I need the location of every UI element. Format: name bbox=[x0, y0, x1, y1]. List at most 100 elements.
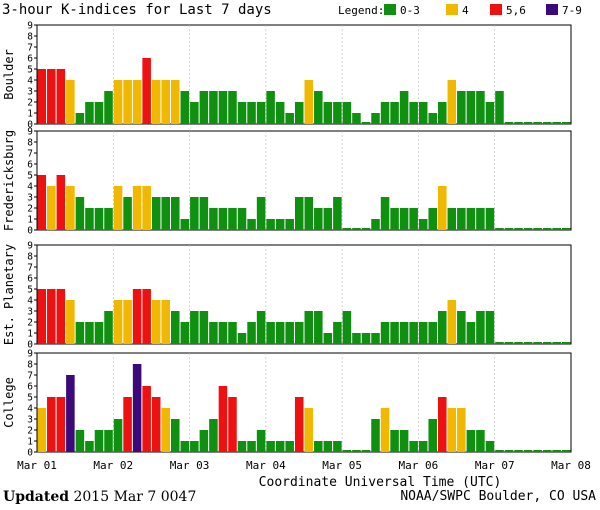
panel-frame bbox=[36, 352, 572, 453]
bar bbox=[190, 441, 199, 452]
bar bbox=[104, 430, 113, 452]
bar bbox=[247, 102, 256, 124]
bar bbox=[514, 122, 523, 124]
bar bbox=[294, 397, 304, 452]
bar bbox=[466, 91, 476, 124]
bar bbox=[142, 289, 151, 344]
bar bbox=[371, 219, 380, 230]
legend-label: Legend: bbox=[338, 4, 384, 17]
bar bbox=[56, 397, 66, 452]
k-index-chart: 3-hour K-indices for Last 7 days Legend:… bbox=[2, 2, 591, 488]
bar bbox=[47, 69, 56, 124]
y-tick-label: 7 bbox=[27, 263, 33, 274]
bar bbox=[323, 208, 333, 230]
panel-label: Fredericksburg bbox=[2, 130, 16, 231]
bar bbox=[533, 342, 542, 344]
bar bbox=[161, 300, 170, 344]
y-tick-label: 9 bbox=[27, 127, 33, 138]
y-tick-label: 6 bbox=[27, 54, 33, 65]
organization-credit: NOAA/SWPC Boulder, CO USA bbox=[400, 489, 596, 504]
bar bbox=[75, 113, 85, 124]
y-tick-label: 4 bbox=[27, 296, 33, 307]
bar bbox=[171, 419, 180, 452]
y-tick-label: 3 bbox=[27, 87, 33, 98]
panels: 0123456789Boulder0123456789Fredericksbur… bbox=[2, 21, 572, 459]
bar bbox=[476, 430, 485, 452]
bar bbox=[352, 113, 361, 124]
bar bbox=[485, 208, 495, 230]
x-axis: Mar 01 Mar 02 Mar 03 Mar 04 Mar 05 Mar 06 Mar … bbox=[17, 459, 591, 472]
bar bbox=[266, 219, 275, 230]
bar bbox=[495, 450, 504, 452]
bar bbox=[190, 102, 199, 124]
bar bbox=[47, 289, 56, 344]
bar bbox=[504, 122, 514, 124]
legend-item-label: 5,6 bbox=[506, 4, 526, 17]
bar bbox=[113, 186, 123, 230]
bar bbox=[94, 322, 104, 344]
bar bbox=[333, 102, 342, 124]
bar bbox=[361, 122, 371, 124]
bar bbox=[495, 228, 504, 230]
bar bbox=[523, 450, 533, 452]
y-tick-label: 0 bbox=[27, 448, 33, 459]
bar bbox=[323, 102, 333, 124]
updated-stamp: Updated 2015 Mar 7 0047 bbox=[3, 489, 196, 505]
bar bbox=[161, 408, 170, 452]
bar bbox=[533, 228, 542, 230]
panel-frame bbox=[36, 244, 572, 345]
bar bbox=[552, 228, 561, 230]
y-tick-label: 1 bbox=[27, 215, 33, 226]
bar bbox=[209, 208, 218, 230]
bar bbox=[75, 197, 85, 230]
y-tick-label: 8 bbox=[27, 32, 33, 43]
bar bbox=[171, 197, 180, 230]
bar bbox=[180, 322, 190, 344]
bar bbox=[399, 430, 409, 452]
bar bbox=[485, 441, 495, 452]
bar bbox=[399, 208, 409, 230]
bar bbox=[247, 219, 256, 230]
bar bbox=[447, 208, 457, 230]
bar bbox=[132, 186, 142, 230]
bar bbox=[275, 219, 285, 230]
y-tick-label: 5 bbox=[27, 171, 33, 182]
bar bbox=[294, 102, 304, 124]
bar bbox=[218, 386, 228, 452]
bar bbox=[561, 122, 571, 124]
bar bbox=[256, 102, 266, 124]
y-tick-label: 7 bbox=[27, 149, 33, 160]
bar bbox=[113, 419, 123, 452]
y-tick-label: 3 bbox=[27, 415, 33, 426]
bar bbox=[428, 322, 437, 344]
y-tick-label: 1 bbox=[27, 109, 33, 120]
bar bbox=[504, 450, 514, 452]
y-tick-label: 4 bbox=[27, 76, 33, 87]
bar bbox=[542, 450, 552, 452]
bar bbox=[37, 175, 47, 230]
y-tick-label: 6 bbox=[27, 274, 33, 285]
bar bbox=[438, 311, 447, 344]
bar bbox=[418, 441, 428, 452]
bar bbox=[523, 342, 533, 344]
bar bbox=[285, 219, 294, 230]
bar bbox=[285, 441, 294, 452]
bar bbox=[447, 300, 457, 344]
bar bbox=[199, 91, 209, 124]
bar bbox=[218, 91, 228, 124]
bar bbox=[113, 300, 123, 344]
bar bbox=[85, 441, 94, 452]
bar bbox=[256, 311, 266, 344]
bar bbox=[266, 91, 275, 124]
x-tick-label: Mar 08 bbox=[551, 459, 591, 472]
bar bbox=[94, 102, 104, 124]
bar bbox=[190, 311, 199, 344]
bar bbox=[561, 450, 571, 452]
bar bbox=[180, 441, 190, 452]
y-tick-label: 2 bbox=[27, 318, 33, 329]
y-tick-label: 8 bbox=[27, 252, 33, 263]
x-tick-label: Mar 03 bbox=[170, 459, 210, 472]
y-tick-label: 2 bbox=[27, 204, 33, 215]
bar bbox=[285, 322, 294, 344]
